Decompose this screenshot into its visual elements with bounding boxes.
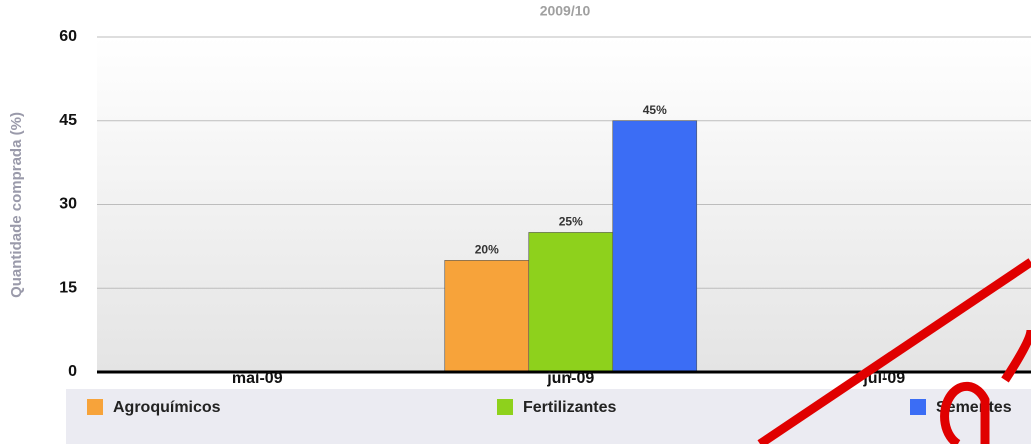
legend-swatch [87, 399, 103, 415]
y-tick-label: 60 [59, 28, 77, 45]
legend-label: Sementes [936, 399, 1012, 416]
watermark-stroke [757, 258, 1031, 444]
x-tick-label: jul-09 [862, 370, 905, 387]
y-axis-label: Quantidade comprada (%) [8, 112, 25, 298]
legend-background [66, 389, 1031, 444]
bar [528, 232, 614, 373]
value-label: 20% [475, 243, 499, 257]
y-tick-label: 0 [68, 363, 77, 380]
y-tick-label: 45 [59, 112, 77, 129]
y-tick-label: 30 [59, 196, 77, 213]
value-label: 45% [643, 103, 667, 117]
legend-label: Agroquímicos [113, 399, 221, 416]
x-tick-label: mai-09 [232, 370, 283, 387]
bar [612, 120, 698, 373]
y-tick-label: 15 [59, 279, 77, 296]
value-label: 25% [559, 215, 583, 229]
legend-label: Fertilizantes [523, 399, 616, 416]
bar [444, 260, 530, 373]
legend-swatch [497, 399, 513, 415]
watermark-letter [940, 381, 990, 444]
legend-swatch [910, 399, 926, 415]
chart-title: 2009/10 [540, 3, 591, 19]
x-tick-label: jun-09 [546, 370, 594, 387]
